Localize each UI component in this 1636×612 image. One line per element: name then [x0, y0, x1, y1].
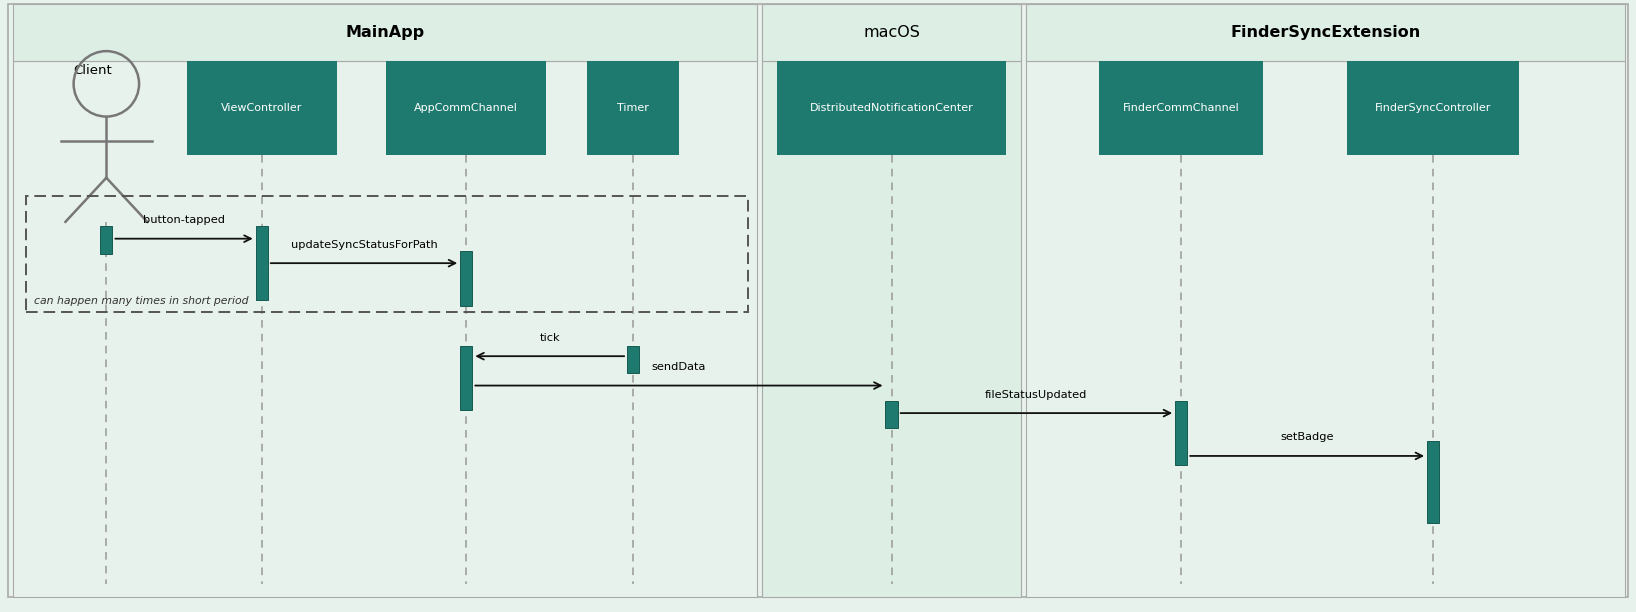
Bar	[777, 61, 1006, 155]
Bar	[885, 401, 898, 428]
Bar	[1175, 401, 1188, 465]
Text: Timer: Timer	[617, 103, 649, 113]
Bar	[13, 61, 757, 597]
Bar	[255, 226, 268, 300]
Bar	[13, 4, 757, 61]
Bar	[762, 61, 1021, 597]
Text: can happen many times in short period: can happen many times in short period	[34, 296, 249, 306]
Bar	[1427, 441, 1440, 523]
Text: Client: Client	[74, 64, 113, 76]
Text: tick: tick	[540, 333, 560, 343]
Text: ViewController: ViewController	[221, 103, 303, 113]
Bar	[460, 346, 473, 410]
Bar	[627, 346, 640, 373]
Bar	[587, 61, 679, 155]
Text: AppCommChannel: AppCommChannel	[414, 103, 519, 113]
Bar	[100, 226, 113, 254]
Text: fileStatusUpdated: fileStatusUpdated	[985, 390, 1088, 400]
Text: DistributedNotificationCenter: DistributedNotificationCenter	[810, 103, 973, 113]
Bar	[26, 196, 748, 312]
Text: FinderSyncExtension: FinderSyncExtension	[1230, 25, 1420, 40]
Bar	[1026, 4, 1625, 61]
Bar	[460, 251, 473, 306]
Text: sendData: sendData	[651, 362, 707, 372]
Text: MainApp: MainApp	[345, 25, 425, 40]
Bar	[1026, 61, 1625, 597]
Text: button-tapped: button-tapped	[142, 215, 226, 225]
Bar	[1348, 61, 1518, 155]
Bar	[762, 4, 1021, 61]
Bar	[386, 61, 546, 155]
Text: updateSyncStatusForPath: updateSyncStatusForPath	[291, 240, 437, 250]
Text: setBadge: setBadge	[1281, 433, 1333, 442]
Text: FinderSyncController: FinderSyncController	[1374, 103, 1492, 113]
Bar	[187, 61, 337, 155]
Text: macOS: macOS	[864, 25, 919, 40]
Bar	[1099, 61, 1263, 155]
Text: FinderCommChannel: FinderCommChannel	[1122, 103, 1240, 113]
